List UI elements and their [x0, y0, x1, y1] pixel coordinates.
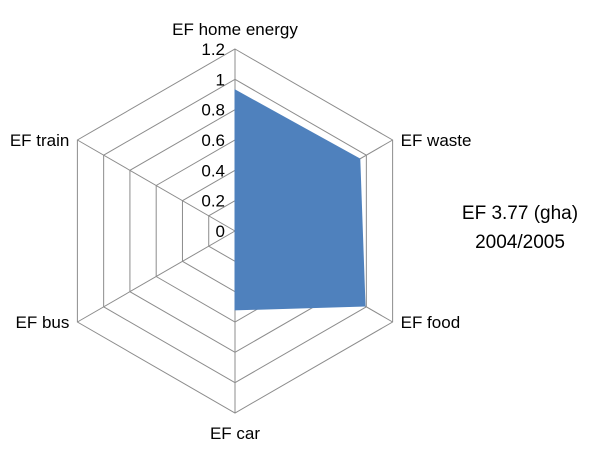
axis-label: EF food [401, 313, 461, 332]
axis-label: EF train [10, 131, 70, 150]
tick-label: 0.2 [201, 192, 225, 211]
radar-tick-labels: 0 0.2 0.4 0.6 0.8 1 1.2 [201, 40, 225, 241]
tick-label: 0.4 [201, 161, 225, 180]
tick-label: 0.6 [201, 131, 225, 150]
axis-label: EF waste [401, 131, 472, 150]
annotation-line-1: EF 3.77 (gha) [461, 203, 579, 224]
tick-label: 0 [216, 222, 225, 241]
tick-label: 1.2 [201, 40, 225, 59]
radar-series [234, 89, 366, 311]
axis-label: EF bus [16, 313, 70, 332]
annotation-line-2: 2004/2005 [475, 232, 565, 253]
tick-label: 1 [216, 70, 225, 89]
series-area [234, 89, 366, 311]
radar-axis-labels: EF home energy EF waste EF food EF car EF bu… [10, 20, 472, 443]
grid-spoke [77, 139, 236, 232]
grid-spoke [77, 230, 236, 323]
tick-label: 0.8 [201, 101, 225, 120]
axis-label: EF home energy [172, 20, 298, 39]
chart-annotation: EF 3.77 (gha) 2004/2005 [452, 199, 588, 257]
axis-label: EF car [210, 424, 260, 443]
